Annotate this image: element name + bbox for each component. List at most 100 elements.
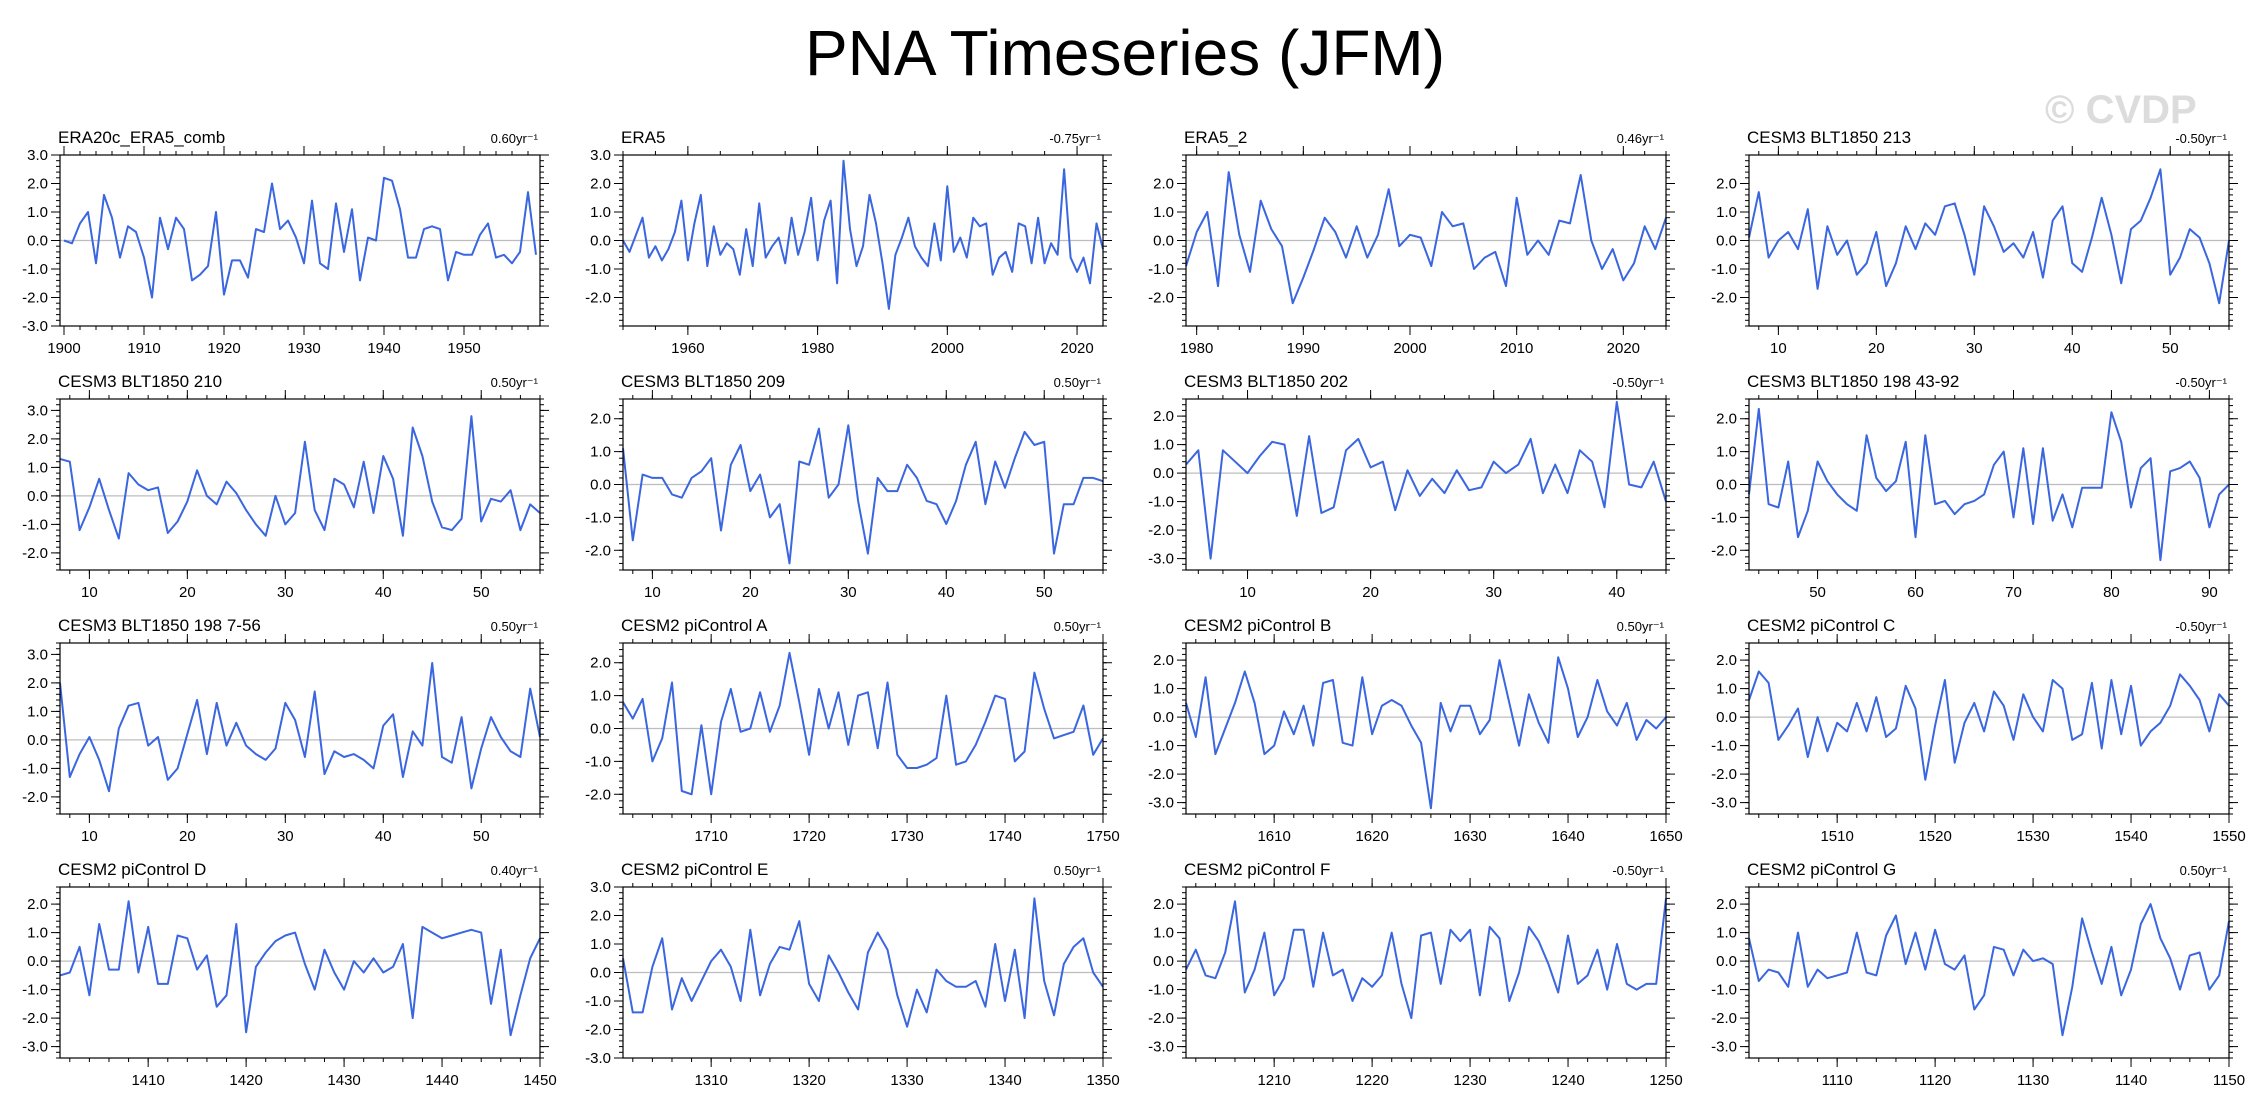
watermark: © CVDP bbox=[2045, 88, 2197, 132]
y-tick-label: 1.0 bbox=[1153, 437, 1174, 454]
x-tick-label: 1930 bbox=[287, 340, 320, 357]
y-tick-label: 0.0 bbox=[1153, 709, 1174, 726]
x-tick-label: 30 bbox=[840, 584, 857, 601]
y-tick-label: 1.0 bbox=[27, 204, 48, 221]
y-tick-label: 2.0 bbox=[590, 176, 611, 193]
series-line bbox=[622, 424, 1104, 565]
x-tick-label: 30 bbox=[1966, 340, 1983, 357]
plot-frame bbox=[59, 642, 541, 815]
x-tick-label: 1940 bbox=[367, 340, 400, 357]
panel-6: CESM3 BLT1850 209 0.50yr⁻¹ 2.0 1.0 0.0 -1.0 -2… bbox=[585, 372, 1112, 601]
plot-frame bbox=[1748, 642, 2230, 815]
y-tick-label: -1.0 bbox=[1148, 494, 1174, 511]
y-tick-label: 0.0 bbox=[1716, 477, 1737, 494]
y-tick-label: -3.0 bbox=[1148, 795, 1174, 812]
x-tick-label: 50 bbox=[473, 584, 490, 601]
x-tick-label: 1630 bbox=[1453, 828, 1486, 845]
plot-frame bbox=[622, 398, 1104, 571]
y-tick-label: 2.0 bbox=[1716, 652, 1737, 669]
x-tick-label: 2000 bbox=[931, 340, 964, 357]
trend-label: -0.50yr⁻¹ bbox=[1612, 863, 1664, 878]
y-tick-label: -1.0 bbox=[22, 982, 48, 999]
y-tick-label: -2.0 bbox=[585, 290, 611, 307]
x-tick-label: 1620 bbox=[1355, 828, 1388, 845]
x-tick-label: 10 bbox=[644, 584, 661, 601]
y-tick-label: -2.0 bbox=[1148, 290, 1174, 307]
y-tick-label: -2.0 bbox=[585, 1022, 611, 1039]
plot-frame bbox=[59, 398, 541, 571]
y-tick-label: 3.0 bbox=[27, 646, 48, 663]
panel-4: CESM3 BLT1850 213 -0.50yr⁻¹ 2.0 1.0 0.0 -1.0 -… bbox=[1711, 128, 2238, 357]
x-tick-label: 1440 bbox=[425, 1072, 458, 1089]
page-title: PNA Timeseries (JFM) bbox=[804, 17, 1446, 89]
plot-frame bbox=[622, 642, 1104, 815]
series-line bbox=[1748, 168, 2230, 305]
y-tick-label: -3.0 bbox=[1148, 1039, 1174, 1056]
y-tick-label: 1.0 bbox=[590, 936, 611, 953]
trend-label: -0.50yr⁻¹ bbox=[2175, 131, 2227, 146]
panel-9: CESM3 BLT1850 198 7-56 0.50yr⁻¹ 3.0 2.0 1.0 0… bbox=[22, 616, 549, 845]
x-tick-label: 20 bbox=[742, 584, 759, 601]
x-tick-label: 1750 bbox=[1086, 828, 1119, 845]
x-tick-label: 60 bbox=[1907, 584, 1924, 601]
y-tick-label: -1.0 bbox=[1711, 261, 1737, 278]
x-tick-label: 10 bbox=[1239, 584, 1256, 601]
trend-label: 0.46yr⁻¹ bbox=[1617, 131, 1665, 146]
x-tick-label: 80 bbox=[2103, 584, 2120, 601]
x-tick-label: 70 bbox=[2005, 584, 2022, 601]
x-tick-label: 2000 bbox=[1393, 340, 1426, 357]
y-tick-label: -1.0 bbox=[1148, 261, 1174, 278]
panel-15: CESM2 piControl F -0.50yr⁻¹ 2.0 1.0 0.0 -1.0 -… bbox=[1148, 860, 1683, 1089]
x-tick-label: 1150 bbox=[2213, 1072, 2245, 1089]
x-tick-label: 1110 bbox=[1822, 1072, 1853, 1089]
x-tick-label: 10 bbox=[81, 584, 98, 601]
y-tick-label: 1.0 bbox=[1153, 204, 1174, 221]
x-tick-label: 1240 bbox=[1551, 1072, 1584, 1089]
x-tick-label: 2010 bbox=[1500, 340, 1533, 357]
series-line bbox=[1185, 400, 1667, 560]
series-line bbox=[59, 662, 541, 793]
panel-title: CESM2 piControl C bbox=[1747, 616, 1895, 635]
y-tick-label: 0.0 bbox=[27, 953, 48, 970]
y-tick-label: -3.0 bbox=[1711, 1039, 1737, 1056]
panel-3: ERA5_2 0.46yr⁻¹ 2.0 1.0 0.0 -1.0 -2.0 1980 1990 2… bbox=[1148, 128, 1675, 357]
x-tick-label: 30 bbox=[277, 584, 294, 601]
plot-frame bbox=[1748, 154, 2230, 327]
plot-frame bbox=[59, 154, 541, 327]
x-tick-label: 1130 bbox=[2017, 1072, 2049, 1089]
panel-1: ERA20c_ERA5_comb 0.60yr⁻¹ 3.0 2.0 1.0 0.0 -1.0… bbox=[22, 128, 549, 357]
x-tick-label: 40 bbox=[375, 584, 392, 601]
y-tick-label: -1.0 bbox=[1148, 738, 1174, 755]
panel-title: CESM2 piControl B bbox=[1184, 616, 1331, 635]
trend-label: 0.50yr⁻¹ bbox=[2180, 863, 2228, 878]
x-tick-label: 1410 bbox=[131, 1072, 164, 1089]
y-tick-label: 0.0 bbox=[1153, 953, 1174, 970]
y-tick-label: -2.0 bbox=[22, 789, 48, 806]
y-tick-label: 2.0 bbox=[1716, 896, 1737, 913]
y-tick-label: 1.0 bbox=[1716, 444, 1737, 461]
y-tick-label: -1.0 bbox=[585, 753, 611, 770]
panel-7: CESM3 BLT1850 202 -0.50yr⁻¹ 2.0 1.0 0.0 -1.0 -… bbox=[1148, 372, 1675, 601]
y-tick-label: 1.0 bbox=[590, 204, 611, 221]
x-tick-label: 20 bbox=[179, 828, 196, 845]
panel-11: CESM2 piControl B 0.50yr⁻¹ 2.0 1.0 0.0 -1.0 -2… bbox=[1148, 616, 1683, 845]
y-tick-label: -1.0 bbox=[1711, 509, 1737, 526]
x-tick-label: 1710 bbox=[694, 828, 727, 845]
plot-frame bbox=[622, 886, 1104, 1059]
y-tick-label: 2.0 bbox=[590, 411, 611, 428]
trend-label: -0.50yr⁻¹ bbox=[2175, 375, 2227, 390]
y-tick-label: -2.0 bbox=[585, 786, 611, 803]
y-tick-label: 0.0 bbox=[27, 233, 48, 250]
x-tick-label: 1990 bbox=[1287, 340, 1320, 357]
y-tick-label: 1.0 bbox=[590, 444, 611, 461]
y-tick-label: 3.0 bbox=[590, 879, 611, 896]
x-tick-label: 1510 bbox=[1820, 828, 1853, 845]
plot-frame bbox=[1748, 398, 2230, 571]
panel-16: CESM2 piControl G 0.50yr⁻¹ 2.0 1.0 0.0 -1.0 -2… bbox=[1711, 860, 2245, 1089]
y-tick-label: 3.0 bbox=[27, 402, 48, 419]
x-tick-label: 1320 bbox=[792, 1072, 825, 1089]
panel-title: CESM2 piControl F bbox=[1184, 860, 1330, 879]
panel-2: ERA5 -0.75yr⁻¹ 3.0 2.0 1.0 0.0 -1.0 -2.0 1960 198… bbox=[585, 128, 1112, 357]
y-tick-label: 2.0 bbox=[1153, 896, 1174, 913]
y-tick-label: -2.0 bbox=[22, 1010, 48, 1027]
